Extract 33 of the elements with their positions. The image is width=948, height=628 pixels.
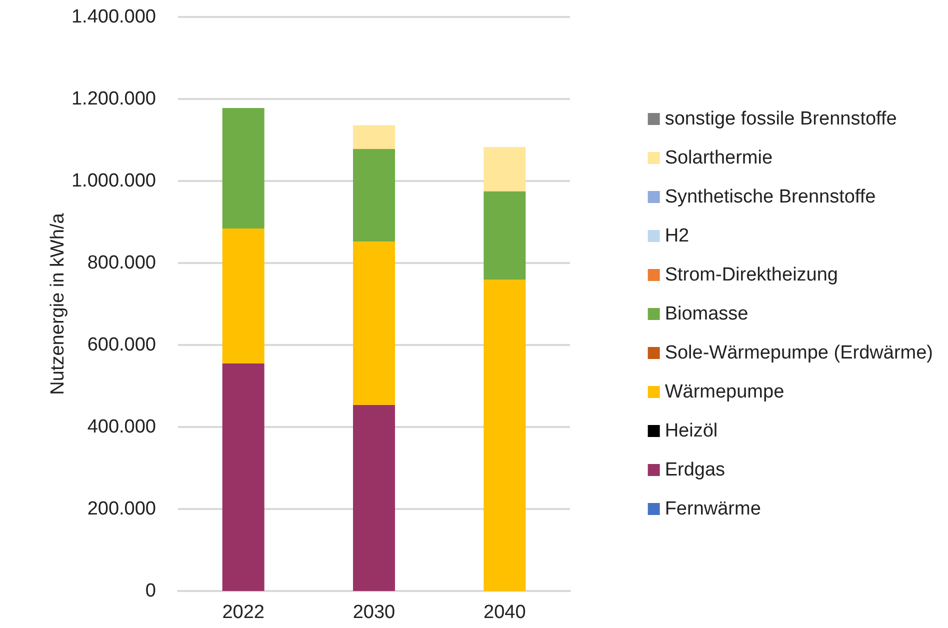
- bar: [353, 125, 395, 150]
- bar: [353, 149, 395, 242]
- x-tick-label: 2040: [484, 602, 526, 623]
- legend-label: Solarthermie: [664, 148, 773, 168]
- bar: [484, 280, 526, 591]
- bar: [484, 146, 526, 192]
- legend-label: Biomasse: [664, 304, 748, 324]
- legend-label: H2: [664, 226, 690, 246]
- x-tick-label: 2030: [352, 602, 396, 623]
- y-tick-label: 1.000.000: [71, 170, 156, 192]
- y-tick-label: 600.000: [87, 334, 156, 356]
- bar: [484, 191, 526, 280]
- y-tick-label: 800.000: [87, 252, 156, 274]
- y-tick-label: 400.000: [87, 416, 156, 438]
- y-tick-label: 1.400.000: [71, 6, 156, 28]
- legend-label: Heizöl: [664, 420, 718, 442]
- legend-label: Erdgas: [664, 460, 726, 480]
- bar: [353, 404, 395, 591]
- legend-label: Wärmepumpe: [664, 382, 784, 402]
- x-tick-label: 2022: [222, 602, 264, 623]
- legend-label: sonstige fossile Brennstoffe: [664, 108, 897, 130]
- bar: [222, 228, 264, 364]
- bar: [222, 363, 264, 591]
- bar: [222, 108, 264, 229]
- y-tick-label: 0: [145, 580, 156, 602]
- legend-label: Synthetische Brennstoffe: [664, 186, 876, 208]
- bar: [353, 242, 395, 405]
- legend-label: Strom-Direktheizung: [664, 264, 838, 286]
- legend-label: Fernwärme: [664, 498, 761, 520]
- y-axis-title: Nutzenergie in kWh/a: [48, 212, 69, 395]
- y-tick-label: 200.000: [87, 498, 156, 520]
- legend-label: Sole-Wärmepumpe (Erdwärme): [664, 342, 934, 364]
- y-tick-label: 1.200.000: [71, 88, 156, 110]
